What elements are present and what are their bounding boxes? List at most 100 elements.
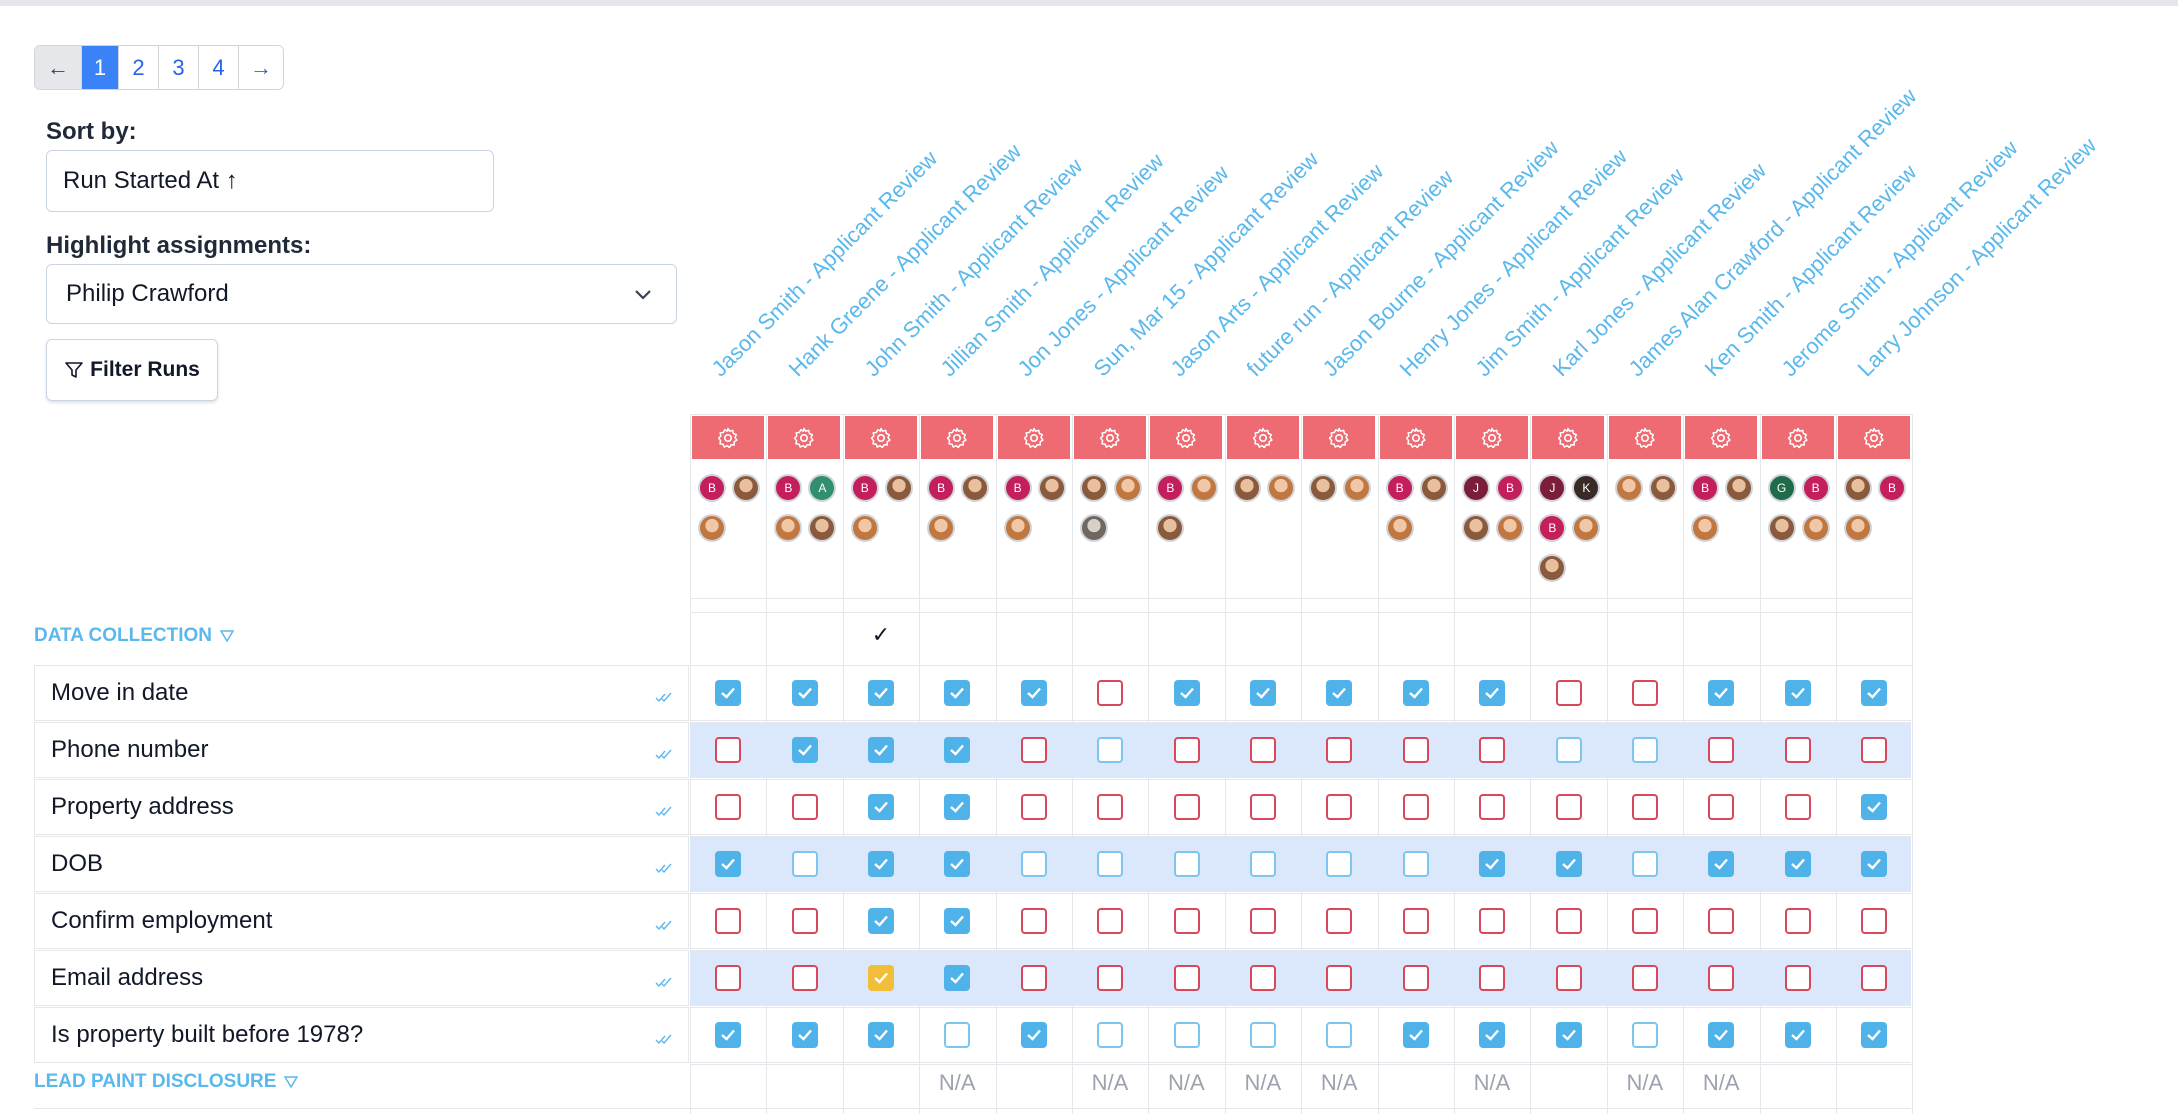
row-checkbox[interactable] [1402,851,1429,877]
row-checkbox[interactable] [1250,908,1276,934]
row-checkbox[interactable] [944,680,971,706]
row-checkbox[interactable] [1173,737,1200,763]
row-checkbox[interactable] [944,794,971,820]
prev-page-button[interactable]: ← [35,46,82,89]
page-2-button[interactable]: 2 [119,46,159,89]
row-checkbox[interactable] [1708,965,1735,991]
row-checkbox[interactable] [1861,680,1888,706]
row-checkbox[interactable] [1632,908,1658,934]
row-checkbox[interactable] [1479,737,1506,763]
row-checkbox[interactable] [944,965,971,991]
row-checkbox[interactable] [791,794,818,820]
row-checkbox[interactable] [1173,908,1200,934]
row-checkbox[interactable] [1784,794,1811,820]
double-check-icon[interactable] [654,741,676,769]
row-checkbox[interactable] [1784,965,1811,991]
row-checkbox[interactable] [1632,794,1658,820]
row-checkbox[interactable] [1250,1022,1276,1048]
row-checkbox[interactable] [1555,1022,1582,1048]
run-config-button[interactable] [1226,416,1299,459]
row-checkbox[interactable] [1020,965,1047,991]
row-checkbox[interactable] [1555,737,1582,763]
row-checkbox[interactable] [1250,851,1276,877]
row-checkbox[interactable] [1479,851,1506,877]
row-checkbox[interactable] [1555,680,1582,706]
row-checkbox[interactable] [1020,794,1047,820]
row-checkbox[interactable] [1861,1022,1888,1048]
row-checkbox[interactable] [1402,794,1429,820]
row-checkbox[interactable] [1632,680,1658,706]
row-checkbox[interactable] [1250,680,1276,706]
run-config-button[interactable] [1532,416,1605,459]
row-checkbox[interactable] [1708,680,1735,706]
double-check-icon[interactable] [654,684,676,712]
double-check-icon[interactable] [654,969,676,997]
row-checkbox[interactable] [944,851,971,877]
row-checkbox[interactable] [1861,965,1888,991]
double-check-icon[interactable] [654,855,676,883]
row-checkbox[interactable] [1784,908,1811,934]
row-checkbox[interactable] [1173,1022,1200,1048]
row-checkbox[interactable] [1326,794,1353,820]
row-checkbox[interactable] [1020,680,1047,706]
row-checkbox[interactable] [1632,851,1658,877]
row-checkbox[interactable] [715,1022,742,1048]
next-page-button[interactable]: → [239,46,283,89]
row-checkbox[interactable] [1250,965,1276,991]
row-checkbox[interactable] [1020,737,1047,763]
run-config-button[interactable] [1761,416,1834,459]
row-checkbox[interactable] [1020,851,1047,877]
row-checkbox[interactable] [1173,965,1200,991]
row-checkbox[interactable] [1861,794,1888,820]
row-checkbox[interactable] [1708,1022,1735,1048]
filter-runs-button[interactable]: Filter Runs [46,339,218,401]
row-checkbox[interactable] [1708,794,1735,820]
row-checkbox[interactable] [1097,794,1124,820]
run-config-button[interactable] [1303,416,1376,459]
row-checkbox[interactable] [1326,851,1353,877]
row-checkbox[interactable] [1250,794,1276,820]
row-checkbox[interactable] [1479,794,1506,820]
row-checkbox[interactable] [715,794,742,820]
row-checkbox[interactable] [868,851,894,877]
row-checkbox[interactable] [868,1022,894,1048]
row-checkbox[interactable] [1784,737,1811,763]
run-config-button[interactable] [1838,416,1910,459]
row-checkbox[interactable] [715,680,742,706]
run-config-button[interactable] [997,416,1070,459]
row-checkbox[interactable] [1173,851,1200,877]
row-checkbox[interactable] [1784,1022,1811,1048]
row-checkbox[interactable] [1250,737,1276,763]
section-lead-paint[interactable]: LEAD PAINT DISCLOSURE [34,1071,299,1093]
row-checkbox[interactable] [1402,1022,1429,1048]
double-check-icon[interactable] [654,1026,676,1054]
row-checkbox[interactable] [1861,851,1888,877]
row-checkbox[interactable] [944,737,971,763]
row-checkbox[interactable] [1555,794,1582,820]
row-checkbox[interactable] [1097,737,1124,763]
row-checkbox[interactable] [1097,1022,1124,1048]
run-config-button[interactable] [692,416,764,459]
row-checkbox[interactable] [944,1022,971,1048]
row-checkbox[interactable] [1479,1022,1506,1048]
row-checkbox[interactable] [1479,965,1506,991]
section-data-collection[interactable]: DATA COLLECTION [34,625,235,647]
row-checkbox[interactable] [1632,1022,1658,1048]
row-checkbox[interactable] [1402,680,1429,706]
row-checkbox[interactable] [1708,737,1735,763]
row-checkbox[interactable] [1861,737,1888,763]
page-4-button[interactable]: 4 [199,46,239,89]
row-checkbox[interactable] [1632,737,1658,763]
row-checkbox[interactable] [868,794,894,820]
row-checkbox[interactable] [791,851,818,877]
double-check-icon[interactable] [654,912,676,940]
row-checkbox[interactable] [1784,851,1811,877]
run-config-button[interactable] [921,416,994,459]
row-checkbox[interactable] [1402,908,1429,934]
row-checkbox[interactable] [791,680,818,706]
row-checkbox[interactable] [1020,908,1047,934]
row-checkbox[interactable] [715,965,742,991]
row-checkbox[interactable] [1555,965,1582,991]
run-config-button[interactable] [1379,416,1452,459]
row-checkbox[interactable] [791,908,818,934]
